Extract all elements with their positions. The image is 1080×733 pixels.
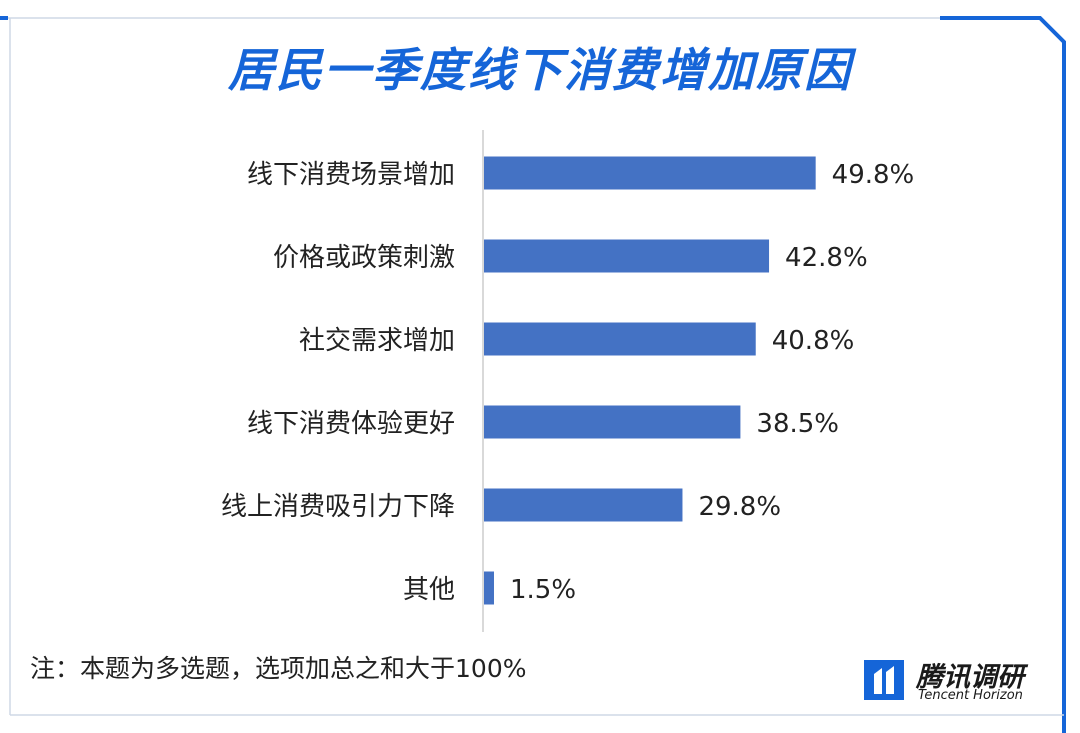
value-label: 49.8% (832, 160, 915, 190)
brand-subtitle: Tencent Horizon (918, 688, 1023, 703)
footnote: 注：本题为多选题，选项加总之和大于100% (30, 654, 527, 683)
category-label: 其他 (403, 575, 455, 605)
category-label: 线下消费场景增加 (247, 160, 455, 190)
bar (484, 405, 741, 439)
category-label: 价格或政策刺激 (273, 243, 455, 273)
value-label: 42.8% (785, 243, 868, 273)
value-label: 38.5% (756, 409, 839, 439)
bar (484, 488, 683, 522)
bar (484, 571, 494, 605)
value-label: 40.8% (772, 326, 855, 356)
bar (484, 322, 756, 356)
brand-logo: 腾讯调研 Tencent Horizon (862, 655, 1062, 707)
tencent-logo-icon (864, 660, 904, 700)
category-label: 线下消费体验更好 (247, 409, 455, 439)
category-label: 社交需求增加 (299, 326, 455, 356)
chart-title: 居民一季度线下消费增加原因 (228, 43, 852, 97)
bar (484, 239, 770, 273)
frame-top-right-corner (940, 16, 1066, 733)
value-label: 29.8% (698, 492, 781, 522)
value-label: 1.5% (510, 575, 576, 605)
bar (484, 156, 816, 190)
category-label: 线上消费吸引力下降 (221, 492, 455, 522)
brand-name: 腾讯调研 (916, 662, 1024, 693)
